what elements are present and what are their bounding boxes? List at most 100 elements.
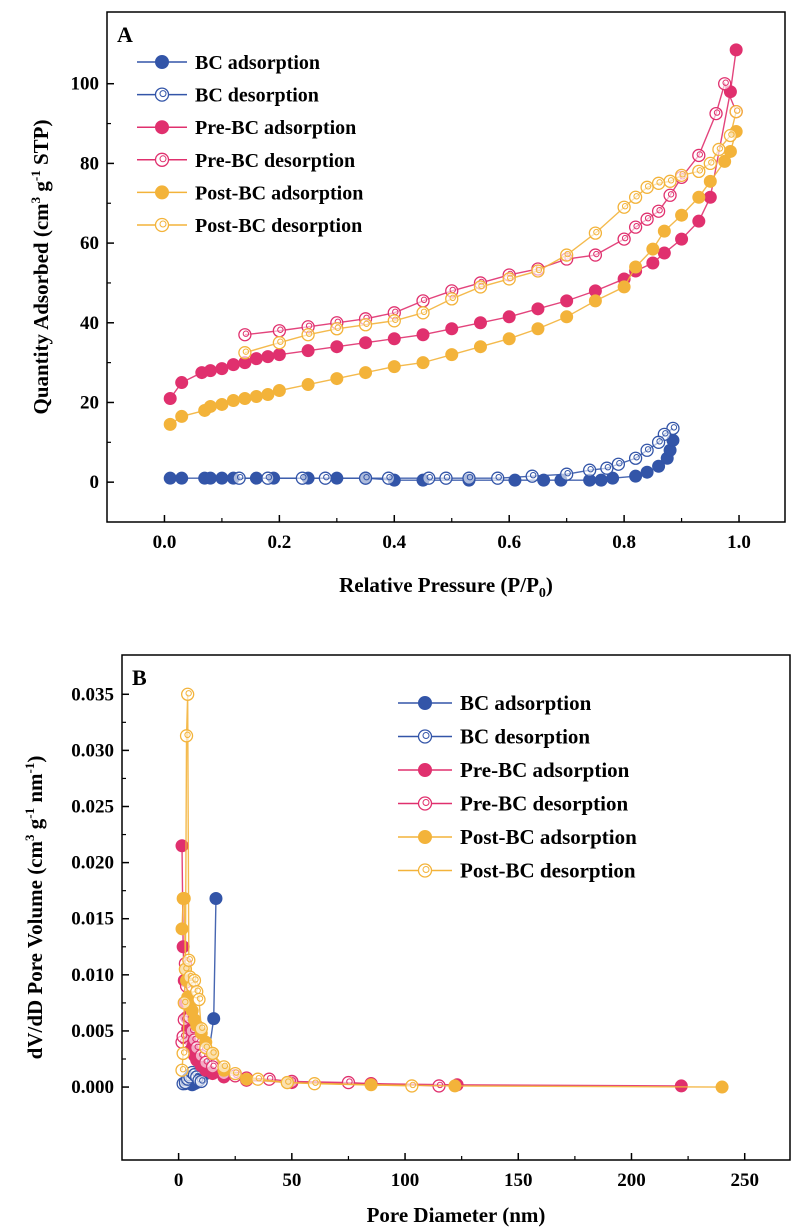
data-point (215, 362, 229, 376)
legend-marker (154, 87, 170, 102)
data-point (445, 348, 459, 362)
data-point (301, 378, 315, 392)
y-tick-label: 0.000 (71, 1077, 114, 1098)
data-point (203, 471, 217, 485)
data-point (301, 344, 315, 358)
data-point (261, 471, 275, 485)
data-point-swirl (633, 193, 640, 200)
data-point (628, 190, 643, 204)
data-point-swirl (495, 473, 502, 481)
data-point (387, 360, 401, 374)
data-point (307, 1077, 322, 1091)
y-axis-label: dV/dD Pore Volume (cm3 g-1 nm-1) (22, 756, 47, 1060)
data-point-swirl (679, 171, 686, 178)
series-line (181, 694, 412, 1087)
data-point (651, 435, 666, 449)
legend: BC adsorption BC desorption Pre-BC adsorpt… (398, 691, 637, 883)
data-point (628, 451, 643, 465)
data-point (692, 190, 706, 204)
data-point (330, 340, 344, 354)
data-point (387, 332, 401, 346)
data-point (176, 940, 190, 954)
data-point (723, 128, 738, 143)
data-point-swirl (716, 145, 724, 152)
y-tick-label: 100 (71, 74, 100, 95)
data-point-swirl (722, 79, 729, 86)
data-point-swirl (633, 454, 640, 461)
data-point (217, 1060, 231, 1074)
y-tick-label: 0.020 (71, 853, 114, 874)
data-point (588, 294, 602, 308)
panel-b: B 0 50 100 150 200 250 0.000 0.005 0.010 0.015 0.02… (22, 654, 791, 1227)
data-point (646, 242, 660, 256)
data-point (729, 104, 743, 119)
data-point-swirl (713, 109, 721, 116)
data-point (318, 471, 332, 485)
data-point (238, 391, 252, 405)
data-point (640, 212, 654, 226)
data-point (272, 324, 287, 338)
data-point-swirl (535, 266, 543, 274)
data-point-swirl (426, 473, 433, 481)
data-point-swirl (478, 282, 485, 290)
series-line (181, 897, 723, 1088)
data-point (177, 996, 191, 1010)
data-point (588, 226, 603, 240)
data-point (692, 214, 706, 228)
data-point (359, 336, 373, 350)
data-point-swirl (587, 466, 594, 473)
data-point-swirl (285, 1078, 292, 1085)
y-tick-label: 0.010 (71, 965, 114, 986)
data-point-swirl (236, 473, 244, 481)
data-point-swirl (466, 473, 474, 481)
data-point (182, 953, 196, 967)
data-point (177, 892, 191, 906)
data-point-swirl (593, 228, 600, 236)
y-tick-label: 60 (80, 233, 99, 254)
data-point-swirl (593, 250, 600, 258)
data-point (203, 364, 217, 378)
x-tick-label: 0.6 (497, 532, 521, 553)
y-tick-label: 0.015 (71, 909, 114, 930)
data-point (175, 471, 189, 485)
legend-marker-swirl (422, 732, 430, 739)
data-point (175, 409, 189, 423)
legend-label: Post-BC adsorption (460, 825, 637, 849)
legend-marker (418, 763, 432, 777)
data-point-swirl (180, 1049, 188, 1056)
data-point (709, 106, 723, 121)
data-point-swirl (621, 234, 629, 242)
data-point (617, 232, 631, 246)
data-point (628, 220, 643, 234)
data-point-swirl (733, 107, 741, 114)
data-point (651, 176, 666, 190)
data-point (445, 292, 459, 306)
data-point-swirl (656, 438, 663, 445)
data-point (531, 264, 545, 278)
data-point (560, 467, 574, 481)
data-point (422, 471, 436, 485)
data-point (502, 332, 516, 346)
x-tick-label: 150 (504, 1170, 533, 1191)
data-point (381, 471, 396, 485)
plot-frame (121, 654, 791, 1161)
data-point (703, 156, 717, 171)
data-point (228, 1066, 242, 1081)
y-tick-label: 0 (90, 472, 100, 493)
y-tick-label: 0.025 (71, 797, 114, 818)
data-point-swirl (670, 424, 678, 431)
panel-label: B (132, 665, 147, 690)
legend: BC adsorption BC desorption Pre-BC adsorpt… (137, 52, 363, 237)
data-point-swirl (199, 1024, 206, 1031)
legend-marker (154, 217, 170, 233)
data-point (502, 310, 516, 324)
data-point (663, 174, 677, 188)
data-point (600, 461, 614, 475)
data-point (272, 336, 287, 350)
data-point-swirl (696, 151, 704, 158)
data-point (674, 1079, 688, 1093)
data-point (588, 248, 603, 262)
data-point-swirl (192, 976, 199, 983)
data-point (416, 356, 430, 370)
data-point (261, 388, 275, 401)
